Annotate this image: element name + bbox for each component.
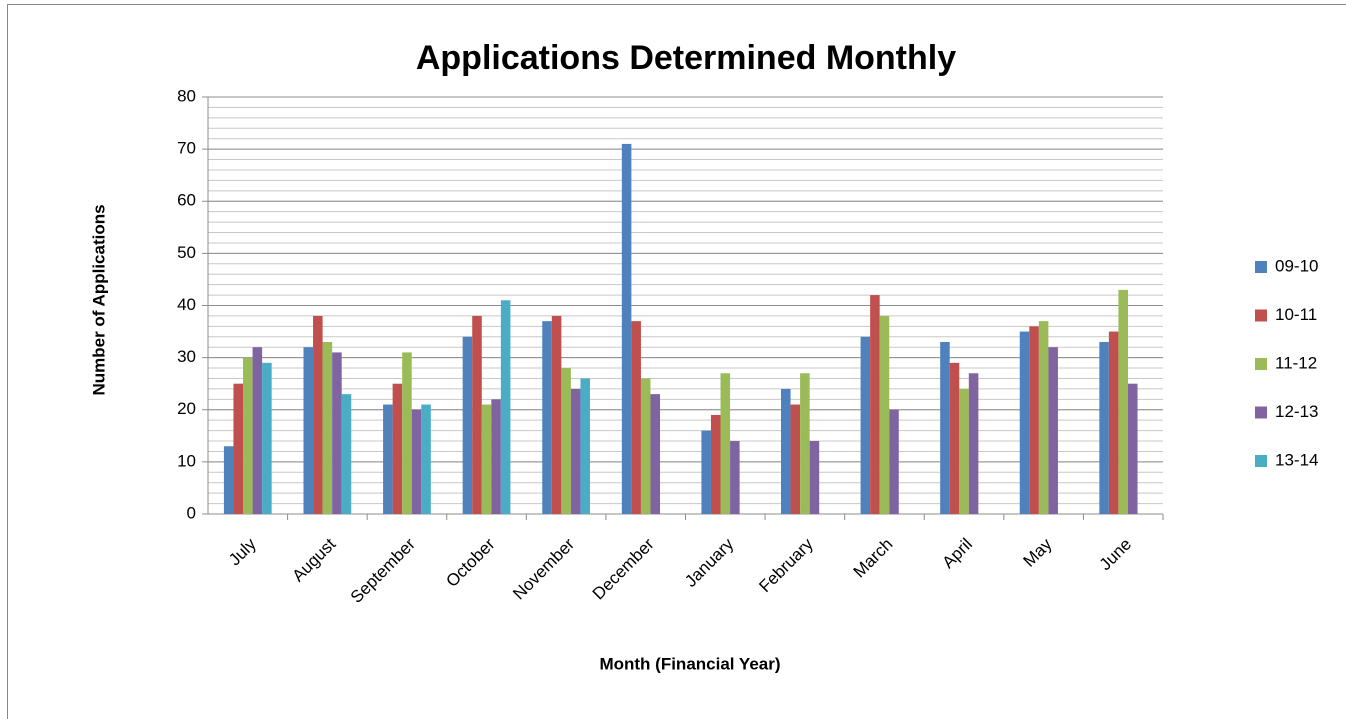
bar: [542, 321, 552, 514]
legend-label: 12-13: [1275, 402, 1318, 421]
bar: [730, 441, 740, 514]
bar: [640, 378, 651, 514]
legend-swatch: [1255, 261, 1267, 273]
bar: [968, 373, 979, 514]
bar: [383, 404, 393, 514]
bar: [570, 388, 581, 514]
y-tick-label: 0: [187, 503, 196, 522]
bar: [243, 357, 253, 514]
legend-label: 10-11: [1275, 305, 1317, 324]
bar: [710, 414, 721, 514]
bar: [889, 409, 899, 514]
legend-label: 13-14: [1275, 450, 1318, 469]
bar: [800, 373, 810, 514]
legend-swatch: [1255, 406, 1267, 419]
bar: [561, 368, 571, 514]
bar: [223, 446, 234, 514]
legend-label: 11-12: [1275, 353, 1317, 372]
bar: [313, 315, 323, 514]
bar: [720, 373, 731, 514]
y-tick-label: 30: [177, 347, 196, 366]
bar: [621, 143, 632, 514]
bar: [332, 352, 342, 514]
y-tick-label: 60: [177, 191, 196, 210]
y-tick-label: 50: [177, 243, 196, 262]
bar: [303, 347, 314, 514]
bar: [1029, 326, 1039, 514]
bar: [233, 383, 244, 514]
y-tick-label: 80: [177, 86, 196, 105]
bar: [781, 388, 791, 514]
y-tick-label: 40: [177, 295, 196, 314]
bar: [481, 404, 492, 514]
y-tick-label: 70: [177, 139, 196, 158]
bar: [322, 341, 333, 514]
y-axis-title: Number of Applications: [89, 204, 108, 395]
bar: [341, 394, 352, 514]
legend-swatch: [1255, 358, 1267, 370]
y-tick-label: 10: [177, 451, 196, 470]
bar: [462, 336, 473, 514]
bar: [1048, 347, 1058, 514]
bar: [959, 388, 969, 514]
bar: [650, 394, 661, 514]
bar: [252, 347, 263, 514]
bar: [879, 315, 890, 514]
bar: [949, 362, 960, 514]
bar: [500, 300, 511, 514]
legend-swatch: [1255, 309, 1267, 322]
chart-title: Applications Determined Monthly: [416, 39, 956, 77]
bar: [402, 352, 412, 514]
legend-swatch: [1255, 455, 1267, 467]
bar: [940, 341, 950, 514]
bar: [1108, 331, 1119, 514]
bar: [1019, 331, 1030, 514]
bar: [392, 383, 403, 514]
bar: [1099, 341, 1109, 514]
bar: [631, 321, 641, 514]
bar: [491, 399, 501, 514]
bar: [421, 404, 431, 514]
bar: [790, 404, 801, 514]
bar: [1038, 321, 1049, 514]
bar: [411, 409, 422, 514]
bar: [472, 315, 482, 514]
bar: [870, 295, 880, 514]
bar: [809, 441, 820, 514]
bar: [1118, 289, 1128, 514]
bar: [701, 430, 711, 514]
bar: [860, 336, 871, 514]
y-tick-label: 20: [177, 399, 196, 418]
bar: [551, 315, 562, 514]
x-axis-title: Month (Financial Year): [599, 654, 780, 673]
legend-label: 09-10: [1275, 256, 1318, 275]
bar: [580, 378, 590, 514]
bar: [1127, 383, 1138, 514]
bar: [262, 362, 272, 514]
